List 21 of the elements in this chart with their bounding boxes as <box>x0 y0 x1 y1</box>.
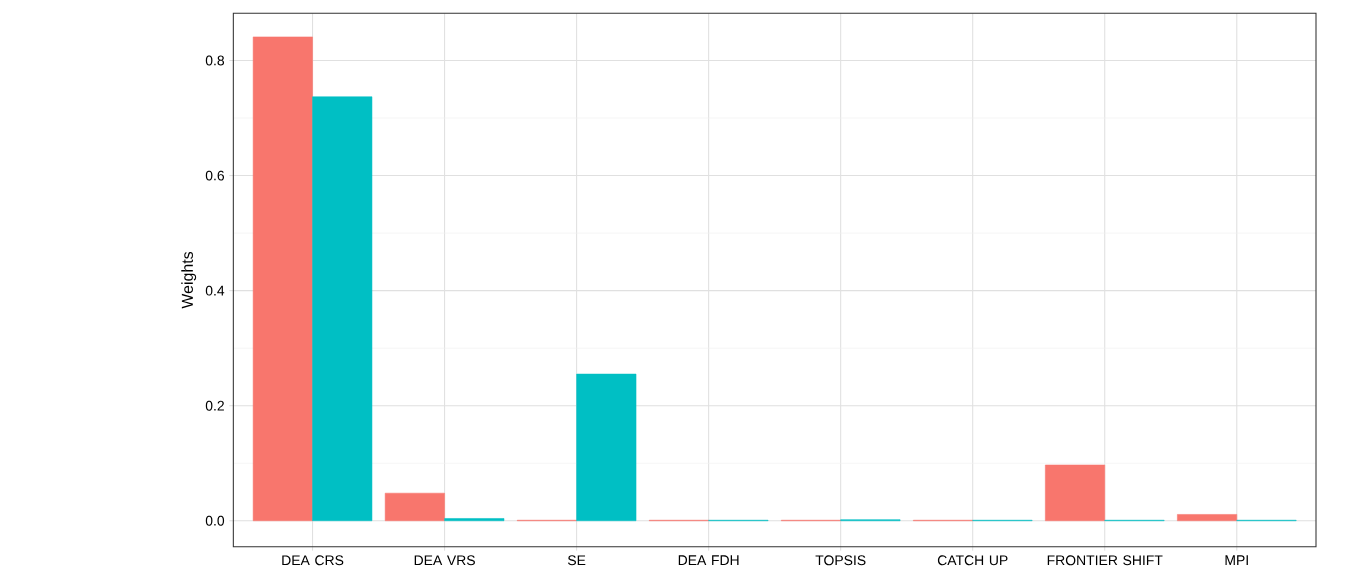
y-tick-label: 0.6 <box>205 170 225 181</box>
bar <box>576 373 637 522</box>
bar <box>312 96 373 522</box>
x-tick-label: TOPSIS <box>815 555 866 566</box>
bar <box>1045 464 1106 522</box>
x-tick-label: MPI <box>1225 555 1248 565</box>
x-tick-label: FRONTIER SHIFT <box>1047 555 1163 566</box>
y-tick-label: 0.2 <box>205 400 224 411</box>
y-tick-label: 0.8 <box>205 55 225 66</box>
x-tick-label: DEA FDH <box>678 555 739 565</box>
x-tick-label: SE <box>567 555 586 566</box>
x-tick-label: DEA VRS <box>414 555 475 566</box>
bar <box>444 518 505 522</box>
bar <box>252 36 313 522</box>
bar <box>384 492 445 522</box>
y-axis-title: Weights <box>181 251 197 309</box>
y-tick-label: 0.4 <box>205 285 225 296</box>
x-tick-label: CATCH UP <box>937 555 1008 566</box>
x-tick-label: DEA CRS <box>282 555 344 566</box>
bar <box>1177 514 1238 522</box>
y-tick-label: 0.0 <box>205 515 225 526</box>
